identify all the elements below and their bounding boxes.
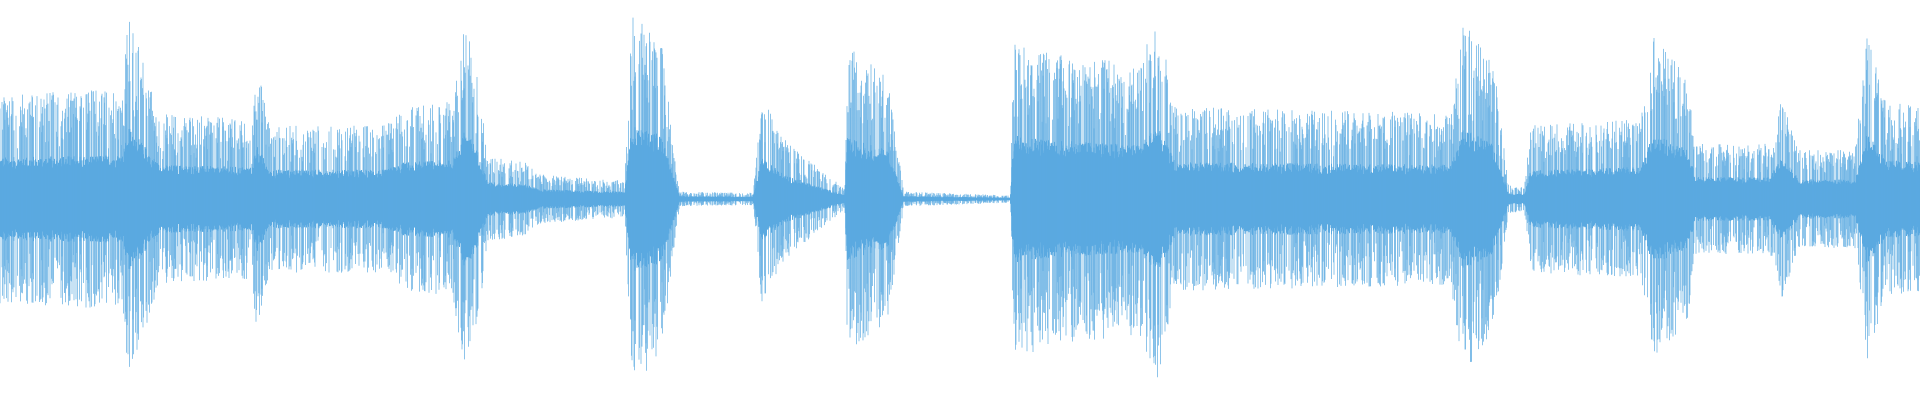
waveform (0, 17, 1920, 378)
